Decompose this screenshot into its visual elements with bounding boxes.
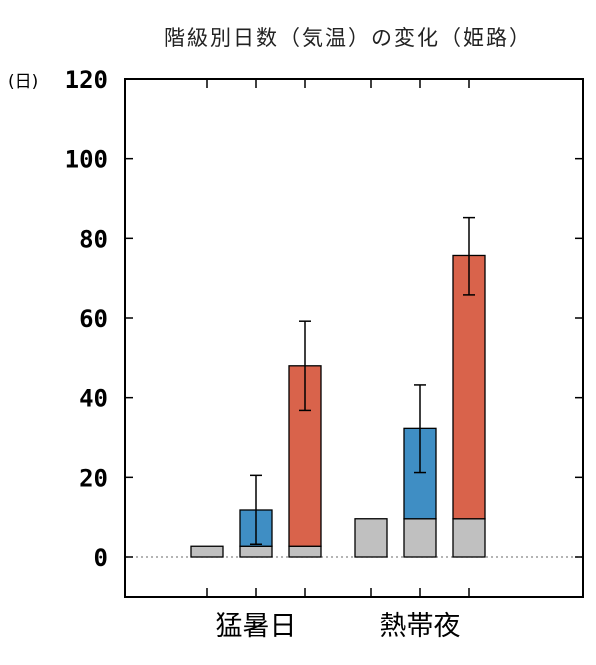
y-tick-label: 20 xyxy=(79,464,108,492)
y-tick-label: 40 xyxy=(79,385,108,413)
bar-present-climate xyxy=(190,545,224,558)
y-tick-label: 100 xyxy=(65,146,108,174)
error-bars xyxy=(250,216,475,546)
bar-base-segment xyxy=(288,545,322,558)
y-axis: 0 20 40 60 80 100 120 xyxy=(65,66,583,572)
y-tick-label: 80 xyxy=(79,225,108,253)
bar-base-segment xyxy=(452,518,486,558)
x-axis xyxy=(206,80,470,596)
chart-title: 階級別日数（気温）の変化（姫路） xyxy=(164,26,532,50)
category-label-2: 熱帯夜 xyxy=(380,611,461,642)
y-tick-label: 120 xyxy=(65,66,108,94)
y-tick-label: 60 xyxy=(79,305,108,333)
bar-base-segment xyxy=(239,545,273,558)
plot-frame xyxy=(124,78,584,598)
y-tick-label: 0 xyxy=(94,544,108,572)
bars xyxy=(190,254,486,558)
bar-increase-segment xyxy=(452,254,486,520)
y-unit-label: (日) xyxy=(8,72,38,92)
bar-present-climate xyxy=(354,518,388,558)
bar-base-segment xyxy=(403,518,437,558)
category-label-1: 猛暑日 xyxy=(216,611,297,642)
